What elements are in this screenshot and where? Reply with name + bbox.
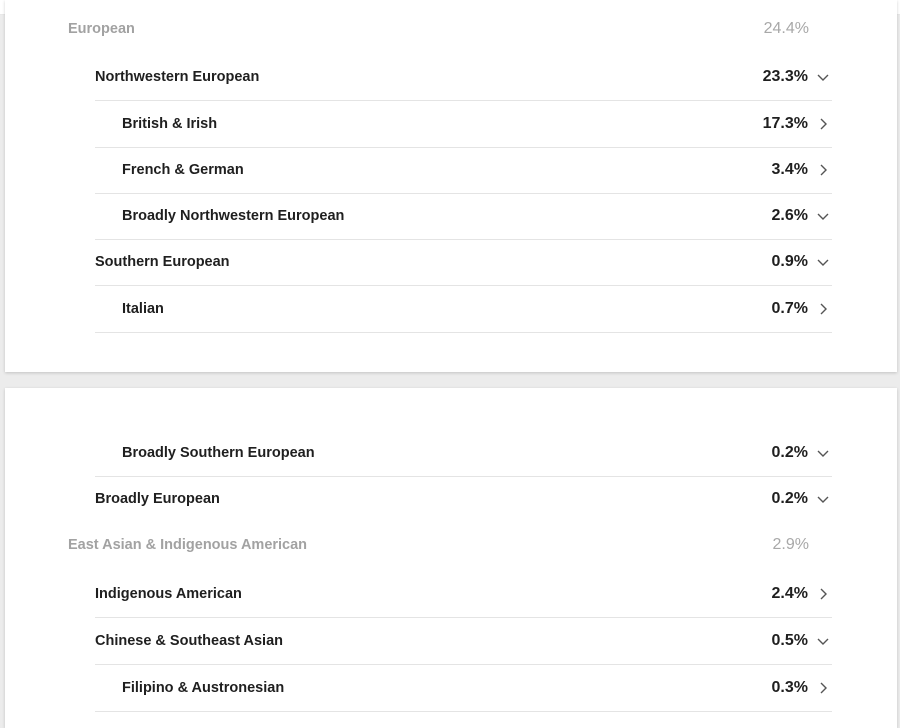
ancestry-percent: 17.3% [762, 115, 808, 132]
ancestry-row-broadly-southern-european[interactable]: Broadly Southern European 0.2% [95, 430, 832, 477]
ancestry-percent: 3.4% [771, 161, 808, 178]
ancestry-row-broadly-european[interactable]: Broadly European 0.2% [95, 476, 832, 522]
ancestry-row-southern-european[interactable]: Southern European 0.9% [95, 239, 832, 286]
ancestry-row-filipino-austronesian[interactable]: Filipino & Austronesian 0.3% [95, 665, 832, 712]
region-label: East Asian & Indigenous American [68, 537, 308, 553]
ancestry-percent: 0.3% [771, 679, 808, 696]
region-row-european: European 24.4% [68, 6, 832, 52]
ancestry-row-broadly-northwestern-european[interactable]: Broadly Northwestern European 2.6% [95, 193, 832, 240]
chevron-down-icon[interactable] [814, 444, 832, 462]
chevron-down-icon[interactable] [814, 490, 832, 508]
ancestry-label: Broadly Southern European [122, 445, 315, 461]
chevron-down-icon[interactable] [814, 253, 832, 271]
ancestry-label: Broadly European [95, 491, 220, 507]
ancestry-label: British & Irish [122, 116, 218, 132]
chevron-right-icon[interactable] [814, 300, 832, 318]
ancestry-percent: 0.5% [771, 632, 808, 649]
ancestry-percent: 0.7% [771, 300, 808, 317]
ancestry-percent: 0.9% [771, 253, 808, 270]
ancestry-label: French & German [122, 162, 244, 178]
ancestry-percent: 2.4% [771, 585, 808, 602]
ancestry-card-continued: Broadly Southern European 0.2% Broadly E… [5, 388, 897, 728]
ancestry-label: Filipino & Austronesian [122, 680, 285, 696]
ancestry-label: Northwestern European [95, 69, 260, 85]
ancestry-percent: 2.6% [771, 207, 808, 224]
ancestry-percent: 0.2% [771, 444, 808, 461]
ancestry-percent: 0.2% [771, 490, 808, 507]
ancestry-row-chinese-southeast-asian[interactable]: Chinese & Southeast Asian 0.5% [95, 618, 832, 665]
chevron-down-icon[interactable] [814, 632, 832, 650]
ancestry-label: Indigenous American [95, 586, 242, 602]
ancestry-row-french-german[interactable]: French & German 3.4% [95, 147, 832, 194]
ancestry-label: Broadly Northwestern European [122, 208, 345, 224]
ancestry-row-northwestern-european[interactable]: Northwestern European 23.3% [95, 54, 832, 101]
region-label: European [68, 21, 135, 37]
ancestry-label: Chinese & Southeast Asian [95, 633, 284, 649]
chevron-right-icon[interactable] [814, 585, 832, 603]
ancestry-row-indigenous-american[interactable]: Indigenous American 2.4% [95, 571, 832, 618]
chevron-down-icon[interactable] [814, 207, 832, 225]
chevron-right-icon[interactable] [814, 161, 832, 179]
region-row-east-asian-indigenous-american: East Asian & Indigenous American 2.9% [68, 522, 832, 568]
ancestry-row-british-irish[interactable]: British & Irish 17.3% [95, 101, 832, 148]
ancestry-card-europe: European 24.4% Northwestern European 23.… [5, 0, 897, 372]
ancestry-percent: 23.3% [762, 68, 808, 85]
chevron-right-icon[interactable] [814, 679, 832, 697]
chevron-down-icon[interactable] [814, 68, 832, 86]
ancestry-label: Southern European [95, 254, 230, 270]
ancestry-label: Italian [122, 301, 164, 317]
region-percent: 2.9% [772, 536, 809, 553]
region-percent: 24.4% [763, 20, 809, 37]
ancestry-row-italian[interactable]: Italian 0.7% [95, 286, 832, 333]
chevron-right-icon[interactable] [814, 115, 832, 133]
